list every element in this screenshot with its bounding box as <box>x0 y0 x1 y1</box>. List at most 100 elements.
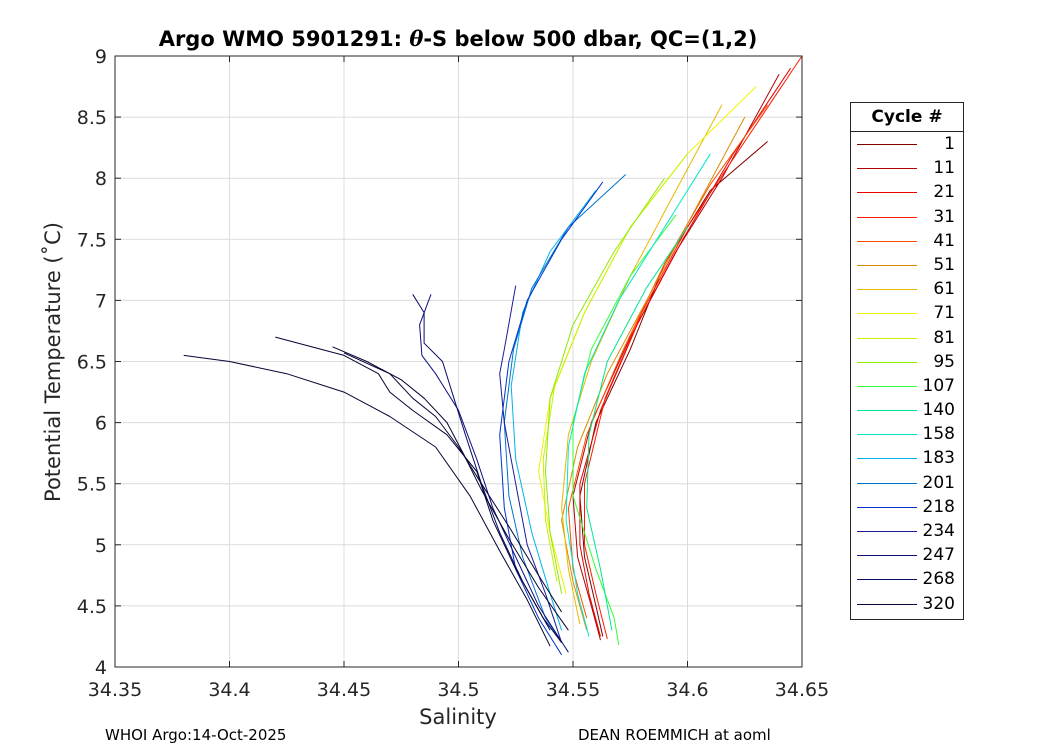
legend-label: 31 <box>933 206 955 227</box>
x-tick-label: 34.5 <box>437 679 479 701</box>
y-tick-label: 4.5 <box>77 596 107 618</box>
ticks: 34.35 34.4 34.45 34.5 34.55 34.6 34.65 4 4.5 5 5.5… <box>77 46 829 701</box>
x-tick-label: 34.4 <box>208 679 250 701</box>
y-tick-label: 6 <box>95 413 107 435</box>
series-line-234 <box>499 285 563 643</box>
series-line-320b <box>275 336 562 643</box>
title-prefix: Argo WMO 5901291: <box>159 27 410 51</box>
series-line-21 <box>579 67 792 637</box>
series-line-61 <box>561 104 723 625</box>
title-suffix: -S below 500 dbar, QC=(1,2) <box>423 27 757 51</box>
y-tick-label: 8.5 <box>77 107 107 129</box>
legend-label: 11 <box>933 158 955 179</box>
legend-item: 61 <box>851 277 963 301</box>
legend-item: 81 <box>851 326 963 350</box>
legend-label: 320 <box>922 593 955 614</box>
legend-item: 71 <box>851 301 963 325</box>
y-tick-label: 5 <box>95 535 107 557</box>
legend-swatch <box>857 361 917 363</box>
y-tick-label: 5.5 <box>77 474 107 496</box>
legend-item: 247 <box>851 543 963 567</box>
series-line-183 <box>510 190 597 631</box>
legend-item: 234 <box>851 519 963 543</box>
legend-item: 201 <box>851 471 963 495</box>
series-line-140 <box>586 226 688 631</box>
legend-label: 234 <box>922 521 955 541</box>
legend-item: 107 <box>851 374 963 398</box>
legend-items: 1 11 21 31 41 51 61 71 81 95 107 140 158 183 201 218 234… <box>851 132 963 616</box>
legend: Cycle # 1 11 21 31 41 51 61 71 81 95 107 140 158 183 2… <box>850 102 964 620</box>
legend-item: 31 <box>851 205 963 229</box>
series-line-268 <box>412 294 551 631</box>
legend-swatch <box>857 264 917 266</box>
series-line-247 <box>419 294 569 653</box>
legend-swatch <box>857 531 917 532</box>
legend-item: 320 <box>851 592 963 616</box>
series-line-320d <box>343 352 563 613</box>
legend-item: 11 <box>851 156 963 180</box>
legend-swatch <box>857 289 917 291</box>
legend-label: 51 <box>933 254 955 275</box>
x-tick-label: 34.65 <box>775 679 829 701</box>
x-tick-label: 34.6 <box>666 679 708 701</box>
y-tick-label: 7 <box>95 290 107 312</box>
title-theta: θ <box>409 26 423 51</box>
series-line-107 <box>572 214 677 646</box>
legend-swatch <box>857 506 917 508</box>
legend-swatch <box>857 603 917 605</box>
legend-swatch <box>857 458 917 460</box>
legend-swatch <box>857 410 917 412</box>
legend-swatch <box>857 192 917 194</box>
series-line-218 <box>499 181 604 656</box>
legend-swatch <box>857 216 917 218</box>
y-tick-label: 4 <box>95 657 107 679</box>
legend-swatch <box>857 168 917 170</box>
legend-item: 183 <box>851 446 963 470</box>
legend-item: 95 <box>851 350 963 374</box>
legend-item: 158 <box>851 422 963 446</box>
legend-swatch <box>857 555 917 557</box>
legend-label: 247 <box>922 545 955 566</box>
legend-label: 201 <box>922 472 955 493</box>
legend-label: 95 <box>933 351 955 372</box>
legend-label: 61 <box>933 279 955 300</box>
legend-item: 21 <box>851 180 963 204</box>
legend-label: 268 <box>922 569 955 590</box>
legend-item: 51 <box>851 253 963 277</box>
legend-label: 41 <box>933 230 955 251</box>
legend-swatch <box>857 313 917 315</box>
legend-swatch <box>857 579 917 581</box>
series-layer <box>183 55 803 656</box>
legend-item: 1 <box>851 132 963 156</box>
legend-item: 268 <box>851 567 963 591</box>
y-tick-label: 7.5 <box>77 229 107 251</box>
series-line-31 <box>584 55 803 640</box>
y-axis-label: Potential Temperature (˚C) <box>41 222 65 502</box>
y-tick-label: 9 <box>95 46 107 68</box>
legend-swatch <box>857 434 917 436</box>
legend-label: 218 <box>922 496 955 517</box>
legend-item: 218 <box>851 495 963 519</box>
legend-label: 140 <box>922 400 955 421</box>
legend-swatch <box>857 482 917 484</box>
legend-label: 1 <box>944 134 955 154</box>
legend-item: 140 <box>851 398 963 422</box>
series-line-81 <box>542 153 688 582</box>
legend-swatch <box>857 144 917 145</box>
legend-label: 183 <box>922 448 955 469</box>
y-tick-label: 8 <box>95 168 107 190</box>
series-line-11 <box>572 74 780 641</box>
x-tick-label: 34.35 <box>88 679 142 701</box>
footer-left: WHOI Argo:14-Oct-2025 <box>105 726 287 744</box>
x-tick-label: 34.55 <box>546 679 600 701</box>
legend-label: 107 <box>922 375 955 396</box>
legend-label: 158 <box>922 424 955 445</box>
series-line-51 <box>561 116 746 631</box>
series-line-95 <box>545 177 666 594</box>
legend-swatch <box>857 385 917 387</box>
series-line-320 <box>183 354 551 647</box>
legend-swatch <box>857 240 917 242</box>
x-axis-label: Salinity <box>419 705 497 729</box>
footer-right: DEAN ROEMMICH at aoml <box>578 726 771 744</box>
